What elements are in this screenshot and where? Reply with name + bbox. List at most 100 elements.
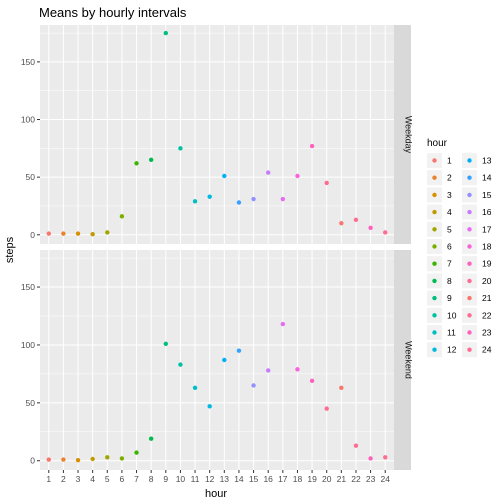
x-tick-label: 13 — [220, 474, 230, 484]
y-tick-label: 100 — [21, 340, 35, 350]
legend-symbol — [467, 244, 472, 249]
x-tick-label: 14 — [234, 474, 244, 484]
legend-entry: 8 — [427, 273, 452, 289]
legend-symbol — [432, 261, 437, 266]
data-point — [178, 362, 183, 367]
x-tick-label: 8 — [149, 474, 154, 484]
y-axis-title: steps — [4, 236, 16, 263]
y-tick-label: 150 — [21, 282, 35, 292]
data-point — [280, 321, 286, 327]
facet-strip — [394, 25, 411, 244]
legend-entry: 7 — [427, 256, 452, 272]
data-point — [309, 143, 315, 149]
data-point — [119, 456, 125, 461]
data-point — [222, 357, 227, 363]
facet-strip-label: Weekday — [404, 116, 414, 154]
data-point — [163, 30, 169, 36]
legend-label: 13 — [482, 156, 492, 166]
legend-label: 8 — [447, 276, 452, 286]
data-point — [192, 199, 198, 204]
x-axis-title: hour — [205, 488, 227, 500]
data-point — [324, 180, 329, 186]
legend-entry: 3 — [427, 187, 452, 203]
legend-entry: 12 — [427, 342, 457, 358]
x-tick-label: 2 — [61, 474, 66, 484]
x-tick-label: 4 — [90, 474, 95, 484]
data-point — [236, 348, 242, 353]
legend-label: 19 — [482, 259, 492, 269]
legend-label: 15 — [482, 190, 492, 200]
legend-label: 4 — [447, 207, 452, 217]
legend-entry: 17 — [462, 221, 492, 237]
data-point — [368, 225, 373, 231]
legend-entry: 18 — [462, 239, 492, 254]
legend-symbol — [432, 244, 437, 249]
y-tick-label: 50 — [26, 398, 36, 408]
data-point — [163, 341, 169, 346]
facet-panels: 0 50 100 150 Weekday 0 50 100 150 Weekend — [21, 25, 414, 470]
legend-symbol — [432, 209, 437, 215]
legend-entry: 4 — [427, 204, 452, 220]
legend-entry: 15 — [462, 187, 492, 203]
legend-symbol — [467, 227, 472, 232]
data-point — [119, 214, 125, 219]
legend-label: 14 — [482, 173, 492, 183]
x-tick-label: 6 — [120, 474, 125, 484]
legend-title: hour — [427, 138, 448, 149]
legend-entry: 9 — [427, 290, 452, 306]
data-point — [148, 436, 154, 441]
data-point — [339, 221, 344, 226]
legend-symbol — [467, 261, 472, 266]
legend-label: 10 — [447, 310, 457, 320]
legend-entry: 11 — [427, 325, 456, 340]
data-point — [134, 450, 139, 455]
y-tick-label: 150 — [21, 57, 35, 67]
legend-label: 7 — [447, 259, 452, 269]
x-tick-label: 5 — [105, 474, 110, 484]
x-tick-label: 15 — [249, 474, 259, 484]
legend-label: 2 — [447, 173, 452, 183]
data-point — [61, 231, 66, 236]
data-point — [324, 406, 329, 411]
x-tick-label: 21 — [337, 474, 347, 484]
data-point — [178, 146, 183, 151]
data-point — [265, 170, 271, 175]
data-point — [75, 457, 81, 463]
legend-label: 22 — [482, 310, 492, 320]
legend-symbol — [432, 192, 437, 198]
legend-entry: 20 — [462, 273, 492, 289]
legend-symbol — [432, 330, 437, 335]
x-tick-label: 19 — [307, 474, 317, 484]
data-point — [192, 385, 198, 390]
x-tick-label: 1 — [46, 474, 51, 484]
data-point — [353, 443, 359, 448]
legend-label: 24 — [482, 345, 492, 355]
data-point — [280, 196, 286, 202]
legend-symbol — [432, 295, 437, 301]
y-tick-label: 0 — [30, 456, 35, 466]
legend-symbol — [432, 227, 437, 232]
legend-entry: 2 — [427, 170, 452, 186]
x-tick-label: 12 — [205, 474, 215, 484]
legend-entry: 5 — [427, 221, 452, 237]
legend-symbol — [467, 158, 472, 163]
legend-entry: 16 — [462, 204, 492, 220]
facet-panel-weekday: 0 50 100 150 Weekday — [21, 25, 414, 244]
data-point — [105, 230, 110, 235]
legend-symbol — [432, 278, 437, 284]
data-point — [353, 217, 359, 222]
legend-label: 23 — [482, 328, 492, 338]
data-point — [368, 456, 373, 461]
legend-label: 21 — [482, 293, 492, 303]
legend-entry: 21 — [462, 290, 492, 306]
x-tick-label: 11 — [191, 474, 200, 484]
y-tick-label: 100 — [21, 115, 35, 125]
x-tick-label: 22 — [351, 474, 361, 484]
legend-entry: 24 — [462, 342, 492, 358]
legend-label: 18 — [482, 242, 492, 252]
legend-symbol — [467, 330, 472, 335]
legend-symbol — [467, 295, 472, 301]
data-point — [222, 173, 227, 179]
legend-entry: 22 — [462, 307, 492, 323]
legend-entry: 23 — [462, 325, 492, 340]
